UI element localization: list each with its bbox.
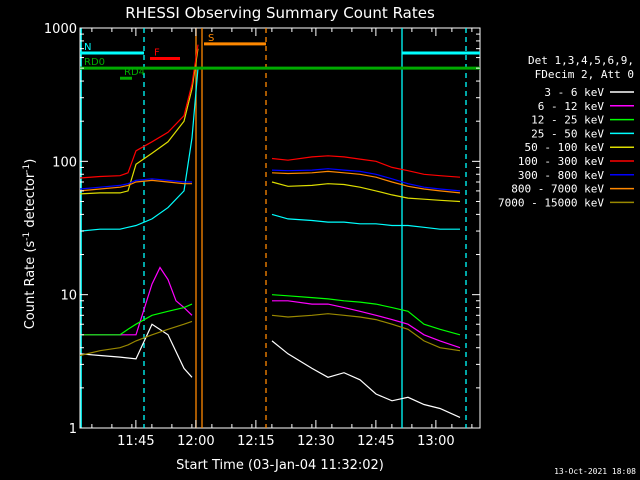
flag-label: RD4 <box>124 67 145 78</box>
x-tick-label: 11:45 <box>117 434 154 449</box>
y-tick-label: 1 <box>69 422 77 437</box>
flag-label: S <box>208 33 214 44</box>
legend-header-line: FDecim 2, Att 0 <box>535 68 634 81</box>
flag-label: F <box>154 48 160 59</box>
legend-entry-label: 6 - 12 keV <box>538 100 605 113</box>
legend-entry-label: 12 - 25 keV <box>531 114 604 127</box>
series-line <box>79 168 461 192</box>
legend-entry-label: 25 - 50 keV <box>531 127 604 140</box>
x-tick-label: 12:30 <box>297 434 334 449</box>
legend-entry-label: 300 - 800 keV <box>518 169 604 182</box>
legend-entry-label: 50 - 100 keV <box>525 141 605 154</box>
x-tick-label: 12:00 <box>177 434 214 449</box>
legend-header-line: Det 1,3,4,5,6,9, <box>528 54 634 67</box>
series-line <box>79 170 461 194</box>
vertical-markers <box>80 28 467 428</box>
legend-entry-label: 800 - 7000 keV <box>511 183 604 196</box>
series-line <box>79 68 460 232</box>
x-tick-label: 12:45 <box>357 434 394 449</box>
chart-title: RHESSI Observing Summary Count Rates <box>125 4 435 22</box>
footer-timestamp: 13-Oct-2021 18:08 <box>554 467 636 476</box>
axis-ticks: 11:45 12:00 12:15 12:30 12:45 13:00 1 10 100 1000 <box>44 22 480 449</box>
legend-entry-label: 100 - 300 keV <box>518 155 604 168</box>
y-tick-label: 10 <box>60 289 77 304</box>
x-tick-label: 12:15 <box>237 434 274 449</box>
flag-bars: N S F RD0 RD4 <box>80 33 480 80</box>
flag-label: RD0 <box>84 57 105 68</box>
series-line <box>80 266 461 349</box>
plot-area <box>79 27 481 429</box>
series-line <box>79 48 461 203</box>
series-line <box>79 323 461 418</box>
legend: Det 1,3,4,5,6,9, FDecim 2, Att 0 3 - 6 k… <box>498 54 634 209</box>
x-tick-label: 13:00 <box>417 434 454 449</box>
series-line <box>80 294 461 336</box>
x-axis-label: Start Time (03-Jan-04 11:32:02) <box>176 458 384 473</box>
y-tick-label: 1000 <box>44 22 77 37</box>
y-axis-label-text: Count Rate (s-1 detector-1) <box>22 159 38 330</box>
series-line <box>79 44 461 179</box>
y-axis-label: Count Rate (s-1 detector-1) <box>22 159 38 330</box>
y-tick-label: 100 <box>52 155 77 170</box>
series-line <box>79 313 461 357</box>
plot-frame <box>79 27 481 429</box>
legend-entry-label: 3 - 6 keV <box>544 86 604 99</box>
legend-entry-label: 7000 - 15000 keV <box>498 196 604 209</box>
series-lines <box>79 44 461 418</box>
flag-label: N <box>84 42 91 53</box>
